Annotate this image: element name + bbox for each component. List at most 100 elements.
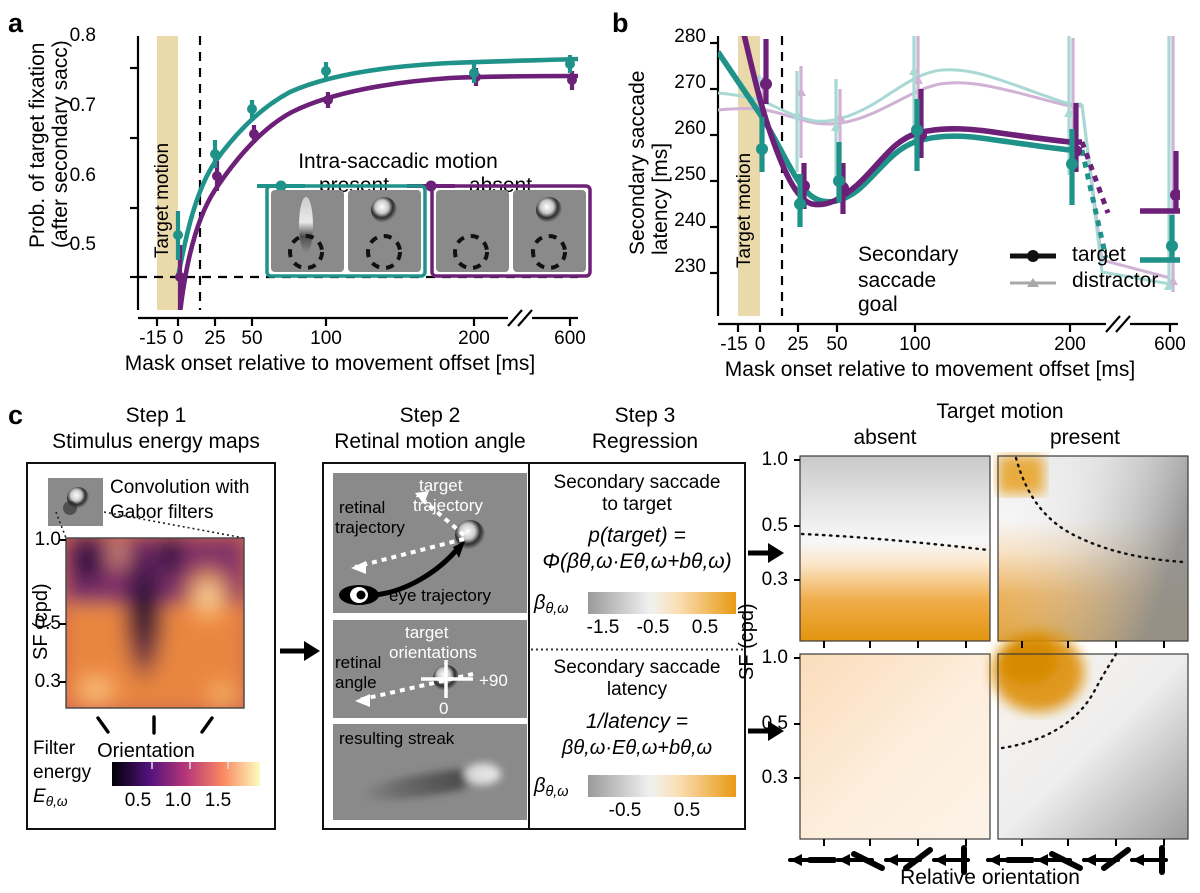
- step2-lbl-plus90: +90: [479, 671, 508, 690]
- maps-y-tick-bot-1: 0.5: [761, 713, 788, 734]
- glyph-oblique45-1: [836, 851, 885, 871]
- step1-cbar-label-line2: energy: [33, 762, 92, 783]
- contour-absent-ptarget: [800, 532, 990, 552]
- curve-target-absent: [741, 36, 1082, 208]
- glyph-orthogonal-2: [1130, 845, 1168, 875]
- band-label-a: Target motion: [152, 142, 173, 258]
- step3-title-line2: Regression: [591, 430, 699, 453]
- map-present-latency: [992, 632, 1189, 840]
- map-absent-ptarget: [799, 455, 991, 642]
- y-tick-b-5: 230: [674, 256, 706, 277]
- beta-maps-svg: [794, 455, 1189, 846]
- maps-y-tick-top-0: 1.0: [761, 449, 788, 470]
- step3-b-colorbar-svg: [588, 775, 736, 797]
- step1-y-tick-2: 0.3: [34, 671, 61, 692]
- step3-a-title-line1: Secondary saccade: [553, 472, 721, 493]
- y-tick-a-2: 0.6: [69, 165, 96, 186]
- maps-y-ticks: [794, 459, 800, 779]
- step1-inset-line2: Gabor filters: [110, 502, 214, 523]
- x-axis-label-a: Mask onset relative to movement offset […: [124, 352, 536, 375]
- panel-a: [30, 30, 590, 360]
- maps-y-tick-bot-2: 0.3: [761, 767, 788, 788]
- step3-b-beta-symbol: βθ,ω: [534, 775, 569, 801]
- eye-icon: [339, 585, 379, 605]
- panel-a-letter: a: [8, 8, 24, 38]
- legend-b-swatch-target: [1010, 250, 1056, 262]
- step3-box: [528, 462, 746, 830]
- gabor-thumb-svg: [48, 478, 103, 526]
- inset-absent-svg: [430, 184, 592, 278]
- maps-y-tick-top-1: 0.5: [761, 515, 788, 536]
- x-tick-a-4: 100: [310, 328, 342, 349]
- step3-b-cbar-tick-1: 0.5: [673, 800, 701, 821]
- beta-maps-group: [780, 450, 1200, 846]
- eye-trajectory-arrow: [372, 545, 461, 598]
- inset-absent-group: [430, 184, 592, 278]
- step1-y-tick-0: 1.0: [34, 529, 61, 550]
- y-ticks-b: [710, 41, 718, 275]
- glyph-oblique135-1: [884, 847, 933, 871]
- step2-title-line2: Retinal motion angle: [334, 430, 526, 453]
- step2-lbl-eye-traj: eye trajectory: [389, 586, 492, 605]
- x-tick-a-0: -15: [139, 328, 167, 349]
- x-tick-b-2: 25: [787, 334, 809, 355]
- glyph-orthogonal-1: [932, 845, 970, 875]
- arrow-step3-to-map-bottom: [748, 721, 784, 741]
- retinal-trajectory-head: [351, 561, 366, 574]
- gabor-thumbnail: [48, 478, 103, 526]
- step1-cbar-symbol: Eθ,ω: [33, 786, 68, 809]
- step3-a-cbar-tick-1: -0.5: [636, 617, 670, 638]
- curve-target-present: [718, 50, 1082, 205]
- step2-lbl-target-traj-l1: target: [419, 476, 463, 495]
- step1-y-axis-label: SF (cpd): [30, 583, 52, 660]
- map-present-ptarget: [997, 455, 1189, 642]
- arrow-step1-to-step2: [280, 641, 320, 661]
- y-axis-label-b-line1: Secondary saccade: [626, 70, 649, 255]
- legend-b-label-distractor: distractor: [1072, 269, 1159, 292]
- step2-angle-image: retinal angle target orientations +90 0: [333, 620, 527, 718]
- step1-heatmap-group: [26, 511, 276, 780]
- y-tick-b-1: 270: [674, 72, 706, 93]
- step3-a-eq-line2: Φ(βθ,ω·Eθ,ω+bθ,ω): [542, 550, 732, 573]
- band-label-b: Target motion: [734, 152, 755, 268]
- x-tick-a-3: 50: [241, 328, 263, 349]
- step1-x-axis-label: Orientation: [97, 740, 195, 762]
- x-tick-a-5: 200: [458, 328, 490, 349]
- panel-b-letter: b: [612, 8, 629, 38]
- step2-title-line1: Step 2: [399, 404, 461, 427]
- x-ticks-b: [736, 324, 1172, 332]
- step2-traj-image: retinal trajectory target trajectory eye…: [333, 473, 527, 613]
- markers-present: [173, 59, 575, 240]
- y-axis-label-a-line1: Prob. of target fixation: [26, 42, 49, 248]
- step2-lbl-streak: resulting streak: [339, 729, 455, 748]
- retinal-trajectory-arrow: [354, 537, 465, 569]
- step1-colorbar-svg: [112, 762, 260, 786]
- step2-lbl-target-traj-l2: trajectory: [413, 496, 483, 515]
- step2-lbl-retinal-angle-l2: angle: [335, 673, 377, 692]
- retinal-angle-head: [355, 694, 370, 707]
- step3-title-line1: Step 3: [614, 404, 676, 427]
- glyph-parallel-2: [986, 854, 1035, 866]
- target-trajectory-head: [415, 491, 429, 504]
- x-tick-a-1: 0: [172, 328, 184, 349]
- step1-inset-line1: Convolution with: [110, 477, 250, 498]
- contour-present-ptarget: [1014, 456, 1186, 564]
- inset-present-group: [265, 184, 427, 278]
- step3-a-colorbar-svg: [588, 592, 736, 614]
- step1-heatmap-svg: [55, 511, 245, 735]
- step3-b-title-line1: Secondary saccade: [553, 657, 721, 678]
- step3-divider: [531, 648, 743, 651]
- legend-b-title-line1: Secondary: [858, 243, 959, 266]
- legend-b-swatch-distractor: [1010, 278, 1056, 287]
- x-tick-b-1: 0: [754, 334, 766, 355]
- eye-trajectory-head: [453, 541, 465, 558]
- step2-streak-image: resulting streak: [333, 724, 527, 820]
- legend-a-title: Intra-saccadic motion: [298, 150, 498, 173]
- step2-lbl-zero: 0: [439, 699, 448, 718]
- markers-target-present: [756, 124, 1178, 252]
- y-tick-b-4: 240: [674, 210, 706, 231]
- errorbars-target-absent: [763, 39, 1179, 214]
- inset-present-svg: [265, 184, 427, 278]
- maps-y-tick-top-2: 0.3: [761, 569, 788, 590]
- contour-present-latency: [1000, 652, 1118, 750]
